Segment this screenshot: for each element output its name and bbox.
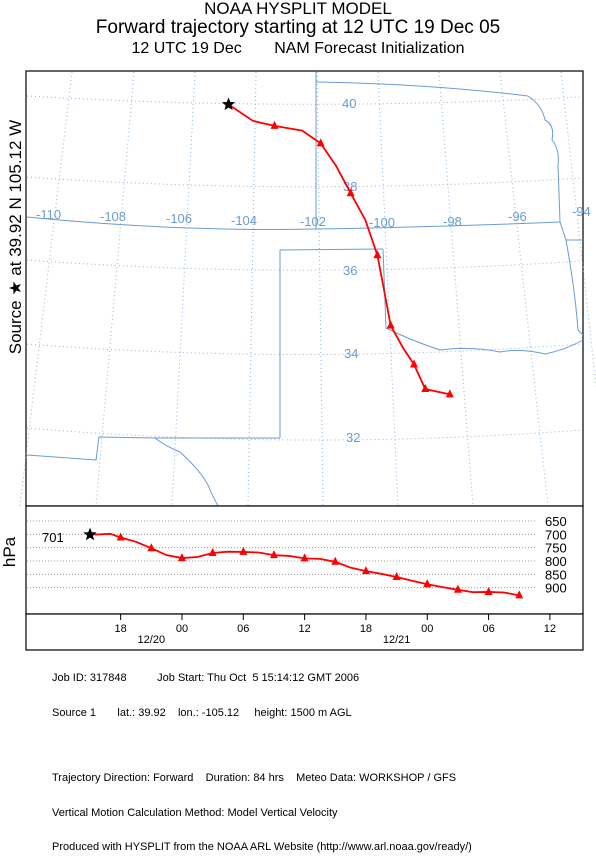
state-border-tx-ok — [382, 248, 584, 355]
model-title: NOAA HYSPLIT MODEL — [204, 0, 392, 18]
profile-point-marker — [515, 590, 524, 599]
state-border-mo-north — [315, 221, 561, 230]
trajectory-point-marker — [386, 320, 395, 329]
longitude-tick-label: -110 — [36, 207, 61, 222]
state-border-ks-mo — [527, 95, 561, 223]
metadata-footer: Job ID: 317848 Job Start: Thu Oct 5 15:1… — [52, 650, 472, 865]
time-tick-label: 12 — [544, 623, 556, 635]
time-tick-label: 06 — [237, 623, 249, 635]
latitude-tick-label: 40 — [342, 96, 356, 111]
latitude-tick-label: 32 — [346, 430, 360, 445]
state-border-ks-north — [315, 81, 529, 97]
profile-point-marker — [239, 546, 248, 555]
lon-line-108 — [95, 71, 135, 507]
trajectory-point-marker — [445, 389, 454, 398]
pressure-tick-label: 700 — [545, 527, 567, 542]
lon-line-106 — [171, 71, 196, 507]
state-border-ok-panhandle — [279, 248, 384, 251]
profile-point-marker — [147, 543, 156, 552]
lat-line-36 — [26, 259, 583, 271]
longitude-tick-label: -94 — [572, 204, 591, 219]
latitude-tick-label: 34 — [344, 346, 358, 361]
longitude-tick-label: -100 — [369, 215, 395, 230]
lat-line-40 — [26, 95, 583, 105]
init-label: NAM Forecast Initialization — [274, 40, 465, 57]
profile-line — [89, 532, 520, 597]
profile-point-marker — [177, 553, 186, 562]
latitude-tick-label: 38 — [343, 179, 357, 194]
footer-produced-line: Produced with HYSPLIT from the NOAA ARL … — [52, 841, 472, 853]
time-tick-label: 12 — [298, 623, 310, 635]
lon-line-110 — [19, 71, 73, 507]
profile-point-marker — [392, 572, 401, 581]
time-tick-label: 18 — [360, 623, 372, 635]
chart-title: Forward trajectory starting at 12 UTC 19… — [95, 17, 501, 38]
state-border-mexico — [26, 436, 219, 507]
state-border-co-north — [26, 216, 317, 230]
lat-line-34 — [26, 343, 583, 355]
latitude-labels: 40 38 36 34 32 — [342, 96, 360, 445]
lon-line-104 — [247, 71, 257, 507]
source-star-marker — [221, 97, 236, 111]
lat-line-38 — [26, 176, 583, 188]
profile-point-marker — [300, 553, 309, 562]
footer-job-line: Job ID: 317848 Job Start: Thu Oct 5 15:1… — [52, 672, 360, 684]
trajectory-line — [228, 103, 451, 396]
date-label: 12/20 — [138, 634, 166, 646]
lon-line-100 — [377, 71, 399, 507]
time-tick-label: 18 — [115, 623, 127, 635]
longitude-labels: -110 -108 -106 -104 -102 -100 -98 -96 -94 — [36, 204, 591, 230]
pressure-tick-label: 800 — [545, 554, 567, 569]
start-pressure-label: 701 — [42, 530, 64, 545]
trajectory-point-marker — [409, 359, 418, 368]
trajectory-point-marker — [270, 120, 279, 129]
time-tick-label: 00 — [421, 623, 433, 635]
source-star-marker — [83, 527, 97, 541]
trajectory-point-marker — [316, 138, 325, 147]
pressure-tick-label: 750 — [545, 541, 567, 556]
time-tick-label: 00 — [176, 623, 188, 635]
state-border-ok-ar — [565, 239, 584, 336]
time-axis: 18 00 06 12 18 00 06 12 12/20 12/21 — [115, 614, 556, 646]
pressure-tick-label: 900 — [545, 581, 567, 596]
date-label: 12/21 — [383, 634, 411, 646]
time-label: 12 UTC 19 Dec — [131, 40, 242, 57]
latitude-tick-label: 36 — [343, 263, 357, 278]
lon-line-96 — [499, 71, 549, 507]
time-tick-label: 06 — [482, 623, 494, 635]
longitude-tick-label: -104 — [231, 213, 257, 228]
profile-point-marker — [453, 584, 462, 593]
profile-point-marker — [361, 566, 370, 575]
footer-trajectory-line: Trajectory Direction: Forward Duration: … — [52, 772, 457, 784]
pressure-tick-label: 850 — [545, 567, 567, 582]
map-frame — [25, 70, 584, 507]
footer-source-line: Source 1 lat.: 39.92 lon.: -105.12 heigh… — [52, 706, 352, 719]
longitude-tick-label: -96 — [508, 209, 527, 224]
lon-line-98 — [438, 71, 474, 507]
profile-point-marker — [484, 586, 493, 595]
profile-point-marker — [331, 556, 340, 565]
map-panel: -110 -108 -106 -104 -102 -100 -98 -96 -94 40 38 36… — [19, 70, 596, 507]
longitude-tick-label: -106 — [166, 211, 192, 226]
profile-series — [83, 527, 524, 599]
trajectory-point-marker — [373, 250, 382, 259]
trajectory-point-marker — [421, 384, 430, 393]
longitude-tick-label: -102 — [300, 214, 326, 229]
hysplit-chart: -110 -108 -106 -104 -102 -100 -98 -96 -94 40 38 36… — [19, 70, 596, 651]
longitude-tick-label: -108 — [100, 209, 126, 224]
profile-point-marker — [116, 532, 125, 541]
profile-point-marker — [423, 579, 432, 588]
footer-vertical-motion-line: Vertical Motion Calculation Method: Mode… — [52, 806, 338, 819]
trajectory-point-marker — [346, 188, 355, 197]
longitude-tick-label: -98 — [443, 214, 462, 229]
profile-point-marker — [269, 550, 278, 559]
profile-point-marker — [208, 548, 217, 557]
chart-subtitle: 12 UTC 19 Dec NAM Forecast Initializatio… — [0, 40, 596, 58]
trajectory-series — [221, 97, 454, 398]
pressure-tick-label: 650 — [545, 514, 567, 529]
lat-line-32 — [26, 427, 583, 441]
